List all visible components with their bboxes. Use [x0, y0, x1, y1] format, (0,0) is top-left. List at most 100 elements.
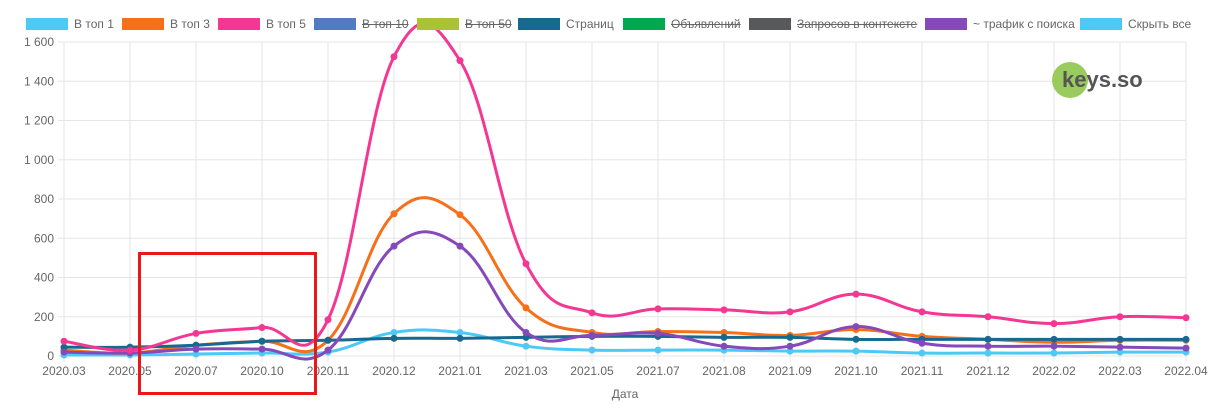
data-point[interactable] — [984, 342, 992, 350]
y-tick-label: 400 — [34, 271, 54, 285]
x-tick-label: 2020.05 — [108, 364, 152, 378]
x-tick-label: 2021.05 — [570, 364, 614, 378]
data-point[interactable] — [456, 211, 464, 219]
legend-item[interactable]: Запросов в контексте — [749, 16, 917, 32]
legend-item[interactable]: В топ 10 — [314, 16, 409, 32]
data-point[interactable] — [786, 308, 794, 316]
data-point[interactable] — [324, 336, 332, 344]
data-point[interactable] — [324, 346, 332, 354]
data-point[interactable] — [1050, 335, 1058, 343]
data-point[interactable] — [786, 342, 794, 350]
legend-item[interactable]: В топ 50 — [417, 16, 512, 32]
data-point[interactable] — [918, 349, 926, 357]
legend-item[interactable]: В топ 1 — [26, 16, 114, 32]
data-point[interactable] — [654, 329, 662, 337]
legend-swatch — [749, 18, 791, 30]
data-point[interactable] — [522, 260, 530, 268]
y-tick-label: 1 600 — [24, 35, 54, 49]
data-point[interactable] — [60, 348, 68, 356]
legend-item[interactable]: В топ 3 — [122, 16, 210, 32]
data-point[interactable] — [60, 343, 68, 351]
data-point[interactable] — [192, 350, 200, 358]
data-point[interactable] — [1050, 320, 1058, 328]
data-point[interactable] — [522, 304, 530, 312]
data-point[interactable] — [1116, 348, 1124, 356]
y-tick-label: 200 — [34, 310, 54, 324]
data-point[interactable] — [1182, 344, 1190, 352]
data-point[interactable] — [1050, 342, 1058, 350]
legend-item[interactable]: Скрыть все — [1080, 16, 1191, 32]
data-point[interactable] — [654, 305, 662, 313]
data-point[interactable] — [456, 57, 464, 65]
data-point[interactable] — [390, 242, 398, 250]
data-point[interactable] — [258, 345, 266, 353]
legend-item[interactable]: В топ 5 — [218, 16, 306, 32]
data-point[interactable] — [918, 339, 926, 347]
data-point[interactable] — [918, 308, 926, 316]
legend-label: В топ 5 — [266, 17, 306, 31]
data-point[interactable] — [588, 331, 596, 339]
x-tick-label: 2022.02 — [1032, 364, 1076, 378]
data-point[interactable] — [588, 346, 596, 354]
legend-swatch — [122, 18, 164, 30]
data-point[interactable] — [390, 328, 398, 336]
legend-swatch — [314, 18, 356, 30]
x-tick-label: 2020.12 — [372, 364, 416, 378]
data-point[interactable] — [720, 306, 728, 314]
data-point[interactable] — [1050, 349, 1058, 357]
data-point[interactable] — [720, 342, 728, 350]
data-point[interactable] — [588, 309, 596, 317]
data-point[interactable] — [258, 337, 266, 345]
data-point[interactable] — [126, 346, 134, 354]
legend-item[interactable]: Страниц — [518, 16, 614, 32]
series-4 — [60, 22, 1190, 354]
data-point[interactable] — [390, 210, 398, 218]
data-point[interactable] — [258, 324, 266, 332]
legend-label: В топ 50 — [465, 17, 512, 31]
legend-swatch — [417, 18, 459, 30]
data-point[interactable] — [1116, 335, 1124, 343]
x-tick-label: 2020.11 — [307, 364, 350, 378]
data-point[interactable] — [1116, 313, 1124, 321]
keys-so-logo: keys.so — [1052, 60, 1143, 100]
data-point[interactable] — [456, 242, 464, 250]
data-point[interactable] — [786, 333, 794, 341]
data-point[interactable] — [192, 329, 200, 337]
data-point[interactable] — [1182, 314, 1190, 322]
data-point[interactable] — [456, 328, 464, 336]
legend-item[interactable]: ~ трафик с поиска — [925, 16, 1075, 32]
data-point[interactable] — [984, 335, 992, 343]
x-tick-label: 2021.11 — [901, 364, 944, 378]
data-point[interactable] — [522, 328, 530, 336]
data-point[interactable] — [984, 349, 992, 357]
legend-item[interactable]: Объявлений — [623, 16, 741, 32]
legend-label: ~ трафик с поиска — [973, 17, 1075, 31]
data-point[interactable] — [324, 316, 332, 324]
x-tick-label: 2021.03 — [504, 364, 548, 378]
data-point[interactable] — [192, 345, 200, 353]
data-point[interactable] — [522, 342, 530, 350]
data-point[interactable] — [60, 337, 68, 345]
data-point[interactable] — [852, 347, 860, 355]
x-tick-label: 2021.09 — [768, 364, 812, 378]
data-point[interactable] — [720, 328, 728, 336]
data-point[interactable] — [852, 335, 860, 343]
data-point[interactable] — [852, 323, 860, 331]
series-3 — [60, 230, 1190, 361]
x-tick-label: 2021.12 — [966, 364, 1010, 378]
data-point[interactable] — [852, 290, 860, 298]
series-line — [63, 328, 1187, 357]
data-point[interactable] — [786, 347, 794, 355]
data-point[interactable] — [720, 333, 728, 341]
data-point[interactable] — [984, 313, 992, 321]
data-point[interactable] — [1116, 343, 1124, 351]
data-point[interactable] — [654, 346, 662, 354]
data-point[interactable] — [390, 334, 398, 342]
data-point[interactable] — [1182, 335, 1190, 343]
data-point[interactable] — [390, 53, 398, 61]
data-point[interactable] — [522, 333, 530, 341]
logo-circle-icon — [1052, 62, 1088, 98]
x-tick-label: 2022.03 — [1098, 364, 1142, 378]
data-point[interactable] — [456, 334, 464, 342]
